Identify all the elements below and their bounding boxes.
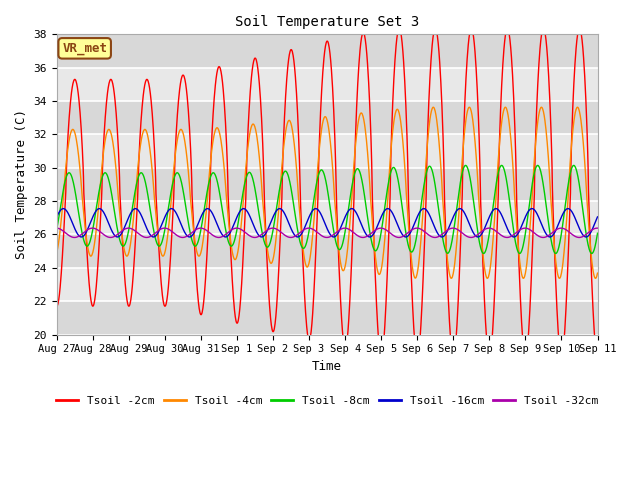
Bar	[57, 168, 598, 201]
Tsoil -32cm	[125, 225, 132, 231]
Tsoil -8cm	[411, 242, 419, 248]
Tsoil -8cm	[462, 163, 470, 168]
Tsoil -4cm	[53, 250, 61, 255]
Tsoil -2cm	[234, 320, 241, 326]
Bar	[57, 101, 598, 134]
Line: Tsoil -16cm: Tsoil -16cm	[57, 209, 598, 237]
Tsoil -16cm	[276, 206, 284, 212]
Line: Tsoil -8cm: Tsoil -8cm	[57, 166, 598, 253]
Tsoil -8cm	[483, 246, 490, 252]
Text: VR_met: VR_met	[62, 42, 107, 55]
Tsoil -8cm	[594, 230, 602, 236]
Line: Tsoil -4cm: Tsoil -4cm	[57, 107, 598, 278]
Tsoil -16cm	[594, 214, 602, 220]
Tsoil -4cm	[483, 274, 490, 280]
Tsoil -16cm	[160, 216, 168, 222]
Tsoil -4cm	[530, 161, 538, 167]
Tsoil -8cm	[160, 232, 168, 238]
Tsoil -16cm	[412, 218, 419, 224]
Tsoil -4cm	[429, 104, 437, 110]
Tsoil -16cm	[483, 221, 490, 227]
Tsoil -32cm	[174, 233, 182, 239]
Tsoil -2cm	[575, 25, 583, 31]
Tsoil -8cm	[173, 170, 181, 176]
X-axis label: Time: Time	[312, 360, 342, 373]
Tsoil -2cm	[411, 340, 419, 346]
Tsoil -8cm	[480, 251, 488, 256]
Tsoil -4cm	[411, 275, 419, 281]
Line: Tsoil -2cm: Tsoil -2cm	[57, 28, 598, 357]
Tsoil -8cm	[234, 224, 241, 229]
Tsoil -8cm	[53, 227, 61, 232]
Tsoil -16cm	[234, 213, 241, 219]
Tsoil -4cm	[594, 270, 602, 276]
Tsoil -2cm	[173, 117, 181, 123]
Title: Soil Temperature Set 3: Soil Temperature Set 3	[235, 15, 419, 29]
Tsoil -32cm	[594, 225, 602, 231]
Bar	[57, 268, 598, 301]
Tsoil -32cm	[234, 226, 242, 231]
Tsoil -4cm	[160, 252, 168, 258]
Tsoil -32cm	[412, 226, 419, 231]
Bar	[57, 68, 598, 101]
Tsoil -32cm	[483, 226, 490, 231]
Line: Tsoil -32cm: Tsoil -32cm	[57, 228, 598, 238]
Tsoil -16cm	[530, 206, 538, 212]
Tsoil -16cm	[53, 214, 61, 220]
Tsoil -2cm	[529, 223, 537, 229]
Tsoil -4cm	[234, 251, 241, 256]
Tsoil -2cm	[594, 354, 602, 360]
Tsoil -32cm	[53, 225, 61, 231]
Bar	[57, 234, 598, 268]
Tsoil -4cm	[173, 139, 181, 144]
Tsoil -32cm	[530, 230, 538, 236]
Tsoil -2cm	[482, 319, 490, 325]
Legend: Tsoil -2cm, Tsoil -4cm, Tsoil -8cm, Tsoil -16cm, Tsoil -32cm: Tsoil -2cm, Tsoil -4cm, Tsoil -8cm, Tsoi…	[52, 391, 603, 410]
Tsoil -32cm	[107, 235, 115, 240]
Tsoil -2cm	[53, 303, 61, 309]
Bar	[57, 201, 598, 234]
Tsoil -2cm	[160, 301, 168, 307]
Bar	[57, 35, 598, 68]
Tsoil -32cm	[161, 225, 168, 231]
Tsoil -16cm	[173, 212, 181, 217]
Tsoil -8cm	[530, 171, 538, 177]
Tsoil -4cm	[447, 276, 455, 281]
Tsoil -16cm	[294, 234, 301, 240]
Bar	[57, 134, 598, 168]
Bar	[57, 301, 598, 335]
Y-axis label: Soil Temperature (C): Soil Temperature (C)	[15, 109, 28, 259]
